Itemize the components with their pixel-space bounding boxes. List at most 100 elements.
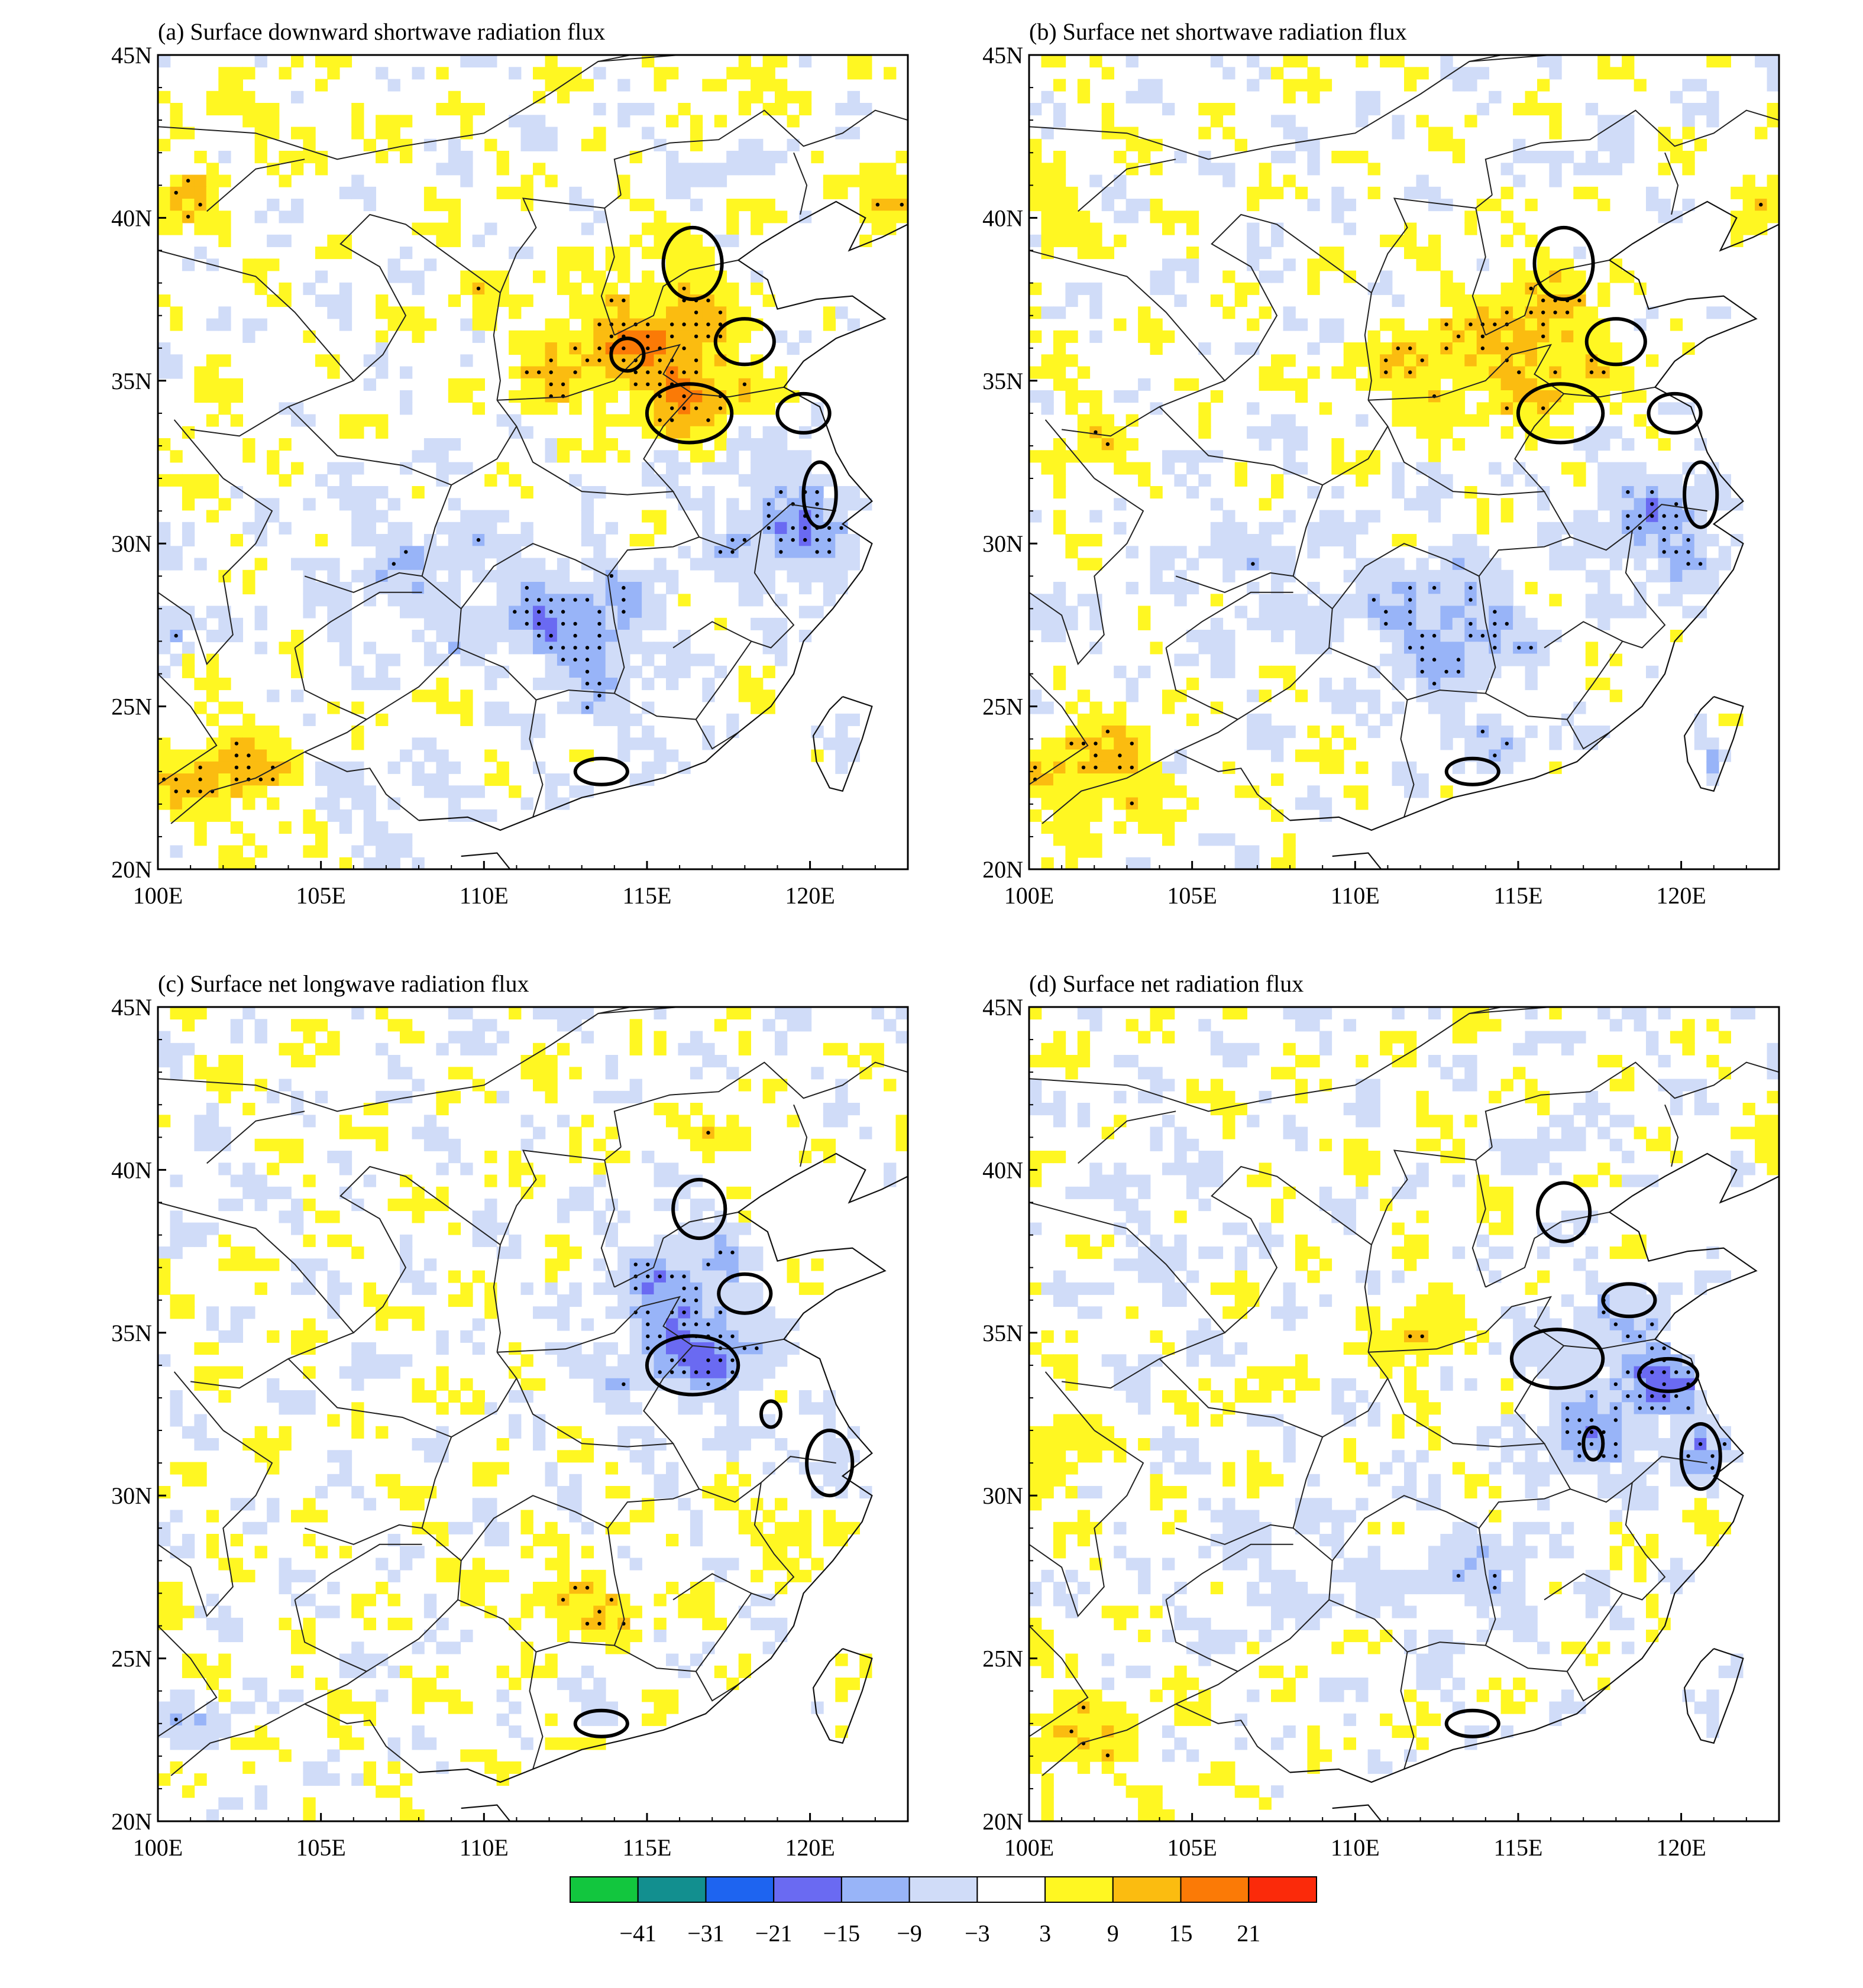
field-cell [1416,415,1429,427]
field-cell [1065,857,1078,870]
significance-dot [597,682,601,685]
significance-dot [1094,753,1097,757]
significance-dot [186,179,190,182]
field-cell [533,726,545,738]
field-cell [1513,737,1525,750]
field-cell [1404,67,1416,79]
field-cell [557,342,570,355]
field-cell [484,1750,497,1762]
field-cell [1319,689,1332,702]
field-cell [702,1618,714,1630]
field-cell [1029,199,1042,211]
field-cell [654,1031,667,1044]
field-cell [412,1271,425,1283]
field-cell [569,750,581,762]
field-cell [581,582,594,594]
field-cell [1610,654,1622,666]
field-cell [569,1498,581,1510]
field-cell [751,402,763,415]
field-cell [630,1342,642,1355]
field-cell [835,570,848,582]
field-cell [1573,367,1586,379]
field-cell [412,1079,425,1092]
field-cell [376,115,388,127]
field-cell [424,1199,436,1211]
field-cell [351,798,364,810]
field-cell [569,1618,581,1630]
field-cell [1561,426,1574,439]
field-cell [593,1570,606,1582]
field-cell [1477,1019,1489,1031]
field-cell [436,1426,448,1439]
field-cell [194,1367,206,1379]
field-cell [509,474,521,487]
field-cell [327,570,339,582]
field-cell [218,378,231,391]
field-cell [726,223,739,235]
field-cell [533,558,545,571]
significance-dot [597,1610,601,1613]
field-cell [702,1139,714,1151]
field-cell [436,785,448,798]
field-cell [206,1725,219,1738]
field-cell [497,415,509,427]
field-cell [279,474,292,487]
field-cell [460,1043,473,1055]
field-cell [787,342,800,355]
field-cell [799,450,811,462]
field-cell [1331,510,1344,523]
field-cell [1029,306,1042,319]
field-cell [1114,702,1126,714]
field-cell [231,1246,243,1259]
field-cell [1259,438,1272,451]
field-cell [1597,163,1610,175]
field-cell [182,1294,195,1307]
field-cell [787,474,800,487]
field-cell [581,510,594,523]
field-cell [726,1319,739,1331]
significance-dot [573,1586,577,1589]
field-cell [460,522,473,535]
field-cell [739,67,751,79]
field-cell [642,223,654,235]
significance-dot [573,622,577,626]
field-cell [1162,1079,1175,1092]
field-cell [400,1019,412,1031]
field-cell [1356,91,1368,103]
field-cell [412,1725,425,1738]
field-cell [1731,1007,1743,1019]
field-cell [1404,79,1416,92]
field-cell [1247,546,1259,558]
field-cell [303,846,315,858]
significance-dot [573,646,577,649]
field-cell [1561,558,1574,571]
field-cell [473,1402,485,1414]
field-cell [1767,103,1780,115]
field-cell [1453,151,1465,163]
field-cell [158,1283,170,1295]
field-cell [848,103,860,115]
field-cell [654,1714,667,1726]
field-cell [872,211,884,223]
field-cell [1150,271,1163,283]
field-cell [1089,1007,1102,1019]
field-cell [1440,582,1453,594]
field-cell [1706,750,1719,762]
field-cell [1586,438,1598,451]
field-cell [859,199,872,211]
field-cell [1319,331,1332,343]
field-cell [1586,546,1598,558]
field-cell [1053,1043,1066,1055]
field-cell [1537,630,1550,642]
field-cell [1186,798,1199,810]
field-cell [1319,247,1332,259]
field-cell [484,702,497,714]
field-cell [1053,785,1066,798]
field-cell [896,187,908,199]
field-cell [473,1582,485,1594]
field-cell [1211,618,1223,630]
field-cell [1126,785,1138,798]
field-cell [726,1450,739,1462]
field-cell [1453,678,1465,690]
field-cell [1307,1019,1319,1031]
